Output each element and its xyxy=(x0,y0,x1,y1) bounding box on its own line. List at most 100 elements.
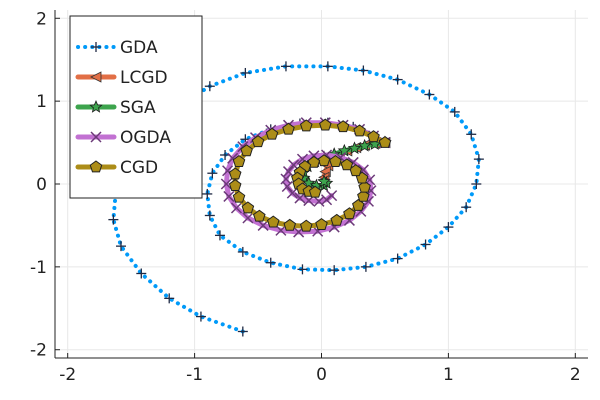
series-group xyxy=(108,61,484,337)
data-point-cgd xyxy=(240,144,253,157)
legend-item-ogda: OGDA xyxy=(75,128,171,148)
y-tick-label: 1 xyxy=(36,92,47,112)
data-point-cgd xyxy=(343,207,356,220)
data-point-ogda xyxy=(257,219,269,231)
data-point-gda xyxy=(473,154,484,165)
data-point-cgd xyxy=(317,154,331,167)
data-point-cgd xyxy=(299,219,313,232)
legend-marker-lcgd xyxy=(90,71,102,83)
data-point-gda xyxy=(204,210,215,221)
data-point-sga xyxy=(317,174,331,188)
data-point-gda xyxy=(358,65,369,76)
data-point-gda xyxy=(420,239,431,250)
data-point-gda xyxy=(207,168,218,179)
data-point-gda xyxy=(471,179,482,189)
data-point-cgd xyxy=(265,127,279,140)
x-tick-label: -2 xyxy=(59,365,76,385)
marker-d2 xyxy=(242,212,254,224)
data-point-gda xyxy=(466,129,477,140)
data-point-gda xyxy=(392,74,403,85)
data-point-sga xyxy=(357,138,372,152)
data-point-gda xyxy=(108,214,119,225)
data-point-ogda xyxy=(220,178,232,190)
x-tick-label: 0 xyxy=(316,365,327,385)
legend-label-lcgd: LCGD xyxy=(120,68,168,88)
data-point-cgd xyxy=(253,209,266,222)
ticks: -2 -1 0 1 2 -2 -1 0 1 2 xyxy=(30,9,581,385)
data-point-cgd xyxy=(228,167,242,180)
data-point-cgd xyxy=(308,185,322,198)
legend-marker-cgd xyxy=(89,160,103,173)
legend-label-gda: GDA xyxy=(120,38,158,58)
data-point-ogda xyxy=(230,202,243,214)
series-sga xyxy=(297,135,392,192)
marker-d2 xyxy=(362,195,374,207)
legend-label-ogda: OGDA xyxy=(120,128,171,148)
data-point-cgd xyxy=(232,155,246,167)
data-point-gda xyxy=(164,293,175,304)
data-point-cgd xyxy=(241,201,255,214)
data-point-cgd xyxy=(336,120,350,133)
data-point-gda xyxy=(329,265,340,276)
data-point-gda xyxy=(237,246,248,257)
marker-d2 xyxy=(313,195,325,207)
data-point-gda xyxy=(237,326,248,337)
data-point-gda xyxy=(280,61,291,72)
data-point-gda xyxy=(115,241,126,252)
data-point-gda xyxy=(322,61,333,72)
data-point-cgd xyxy=(228,179,242,192)
data-point-gda xyxy=(240,67,251,78)
x-tick-label: 1 xyxy=(443,365,454,385)
legend-item-lcgd: LCGD xyxy=(75,68,168,88)
data-point-ogda xyxy=(242,212,254,224)
legend-marker-ogda xyxy=(90,131,102,143)
marker-d2 xyxy=(296,153,308,165)
legend-marker-sga xyxy=(89,99,103,113)
x-tick-label: 2 xyxy=(570,365,581,385)
data-point-gda xyxy=(214,230,225,241)
data-point-gda xyxy=(392,253,403,264)
marker-d2 xyxy=(282,166,295,178)
data-point-ogda xyxy=(275,224,287,236)
marker-d2 xyxy=(275,224,287,236)
marker-d2 xyxy=(257,219,269,231)
marker-d2 xyxy=(294,192,306,204)
y-tick-label: -1 xyxy=(30,258,47,278)
data-point-ogda xyxy=(294,192,306,204)
marker-d2 xyxy=(281,180,293,193)
data-point-gda xyxy=(360,261,371,272)
data-point-ogda xyxy=(326,190,338,202)
x-tick-label: -1 xyxy=(186,365,203,385)
data-point-cgd xyxy=(232,190,246,203)
marker-d2 xyxy=(220,178,232,190)
legend-label-sga: SGA xyxy=(120,98,156,118)
marker-d2 xyxy=(230,202,243,214)
data-point-cgd xyxy=(378,135,392,148)
marker-d2 xyxy=(288,159,300,171)
marker-d2 xyxy=(222,165,234,177)
data-point-sga xyxy=(347,141,362,155)
legend-item-sga: SGA xyxy=(75,98,156,118)
data-point-gda xyxy=(461,202,472,213)
data-point-gda xyxy=(265,257,276,268)
y-tick-label: -2 xyxy=(30,341,47,361)
data-point-gda xyxy=(204,81,215,92)
data-point-gda xyxy=(449,106,460,117)
data-point-cgd xyxy=(357,189,370,202)
data-point-cgd xyxy=(282,122,295,135)
marker-d2 xyxy=(355,205,367,217)
data-point-cgd xyxy=(315,217,328,230)
data-point-cgd xyxy=(358,180,371,193)
legend-item-gda: GDA xyxy=(76,38,158,58)
legend-label-cgd: CGD xyxy=(120,158,158,178)
data-point-ogda xyxy=(282,166,295,178)
data-point-cgd xyxy=(330,213,344,226)
marker-d2 xyxy=(223,190,235,202)
data-point-cgd xyxy=(329,155,342,167)
legend-item-cgd: CGD xyxy=(75,158,158,178)
legend: GDA LCGD SGA OGDA CGD xyxy=(69,15,203,199)
marker-d2 xyxy=(90,131,102,143)
data-point-cgd xyxy=(266,215,280,228)
data-point-cgd xyxy=(352,198,365,211)
